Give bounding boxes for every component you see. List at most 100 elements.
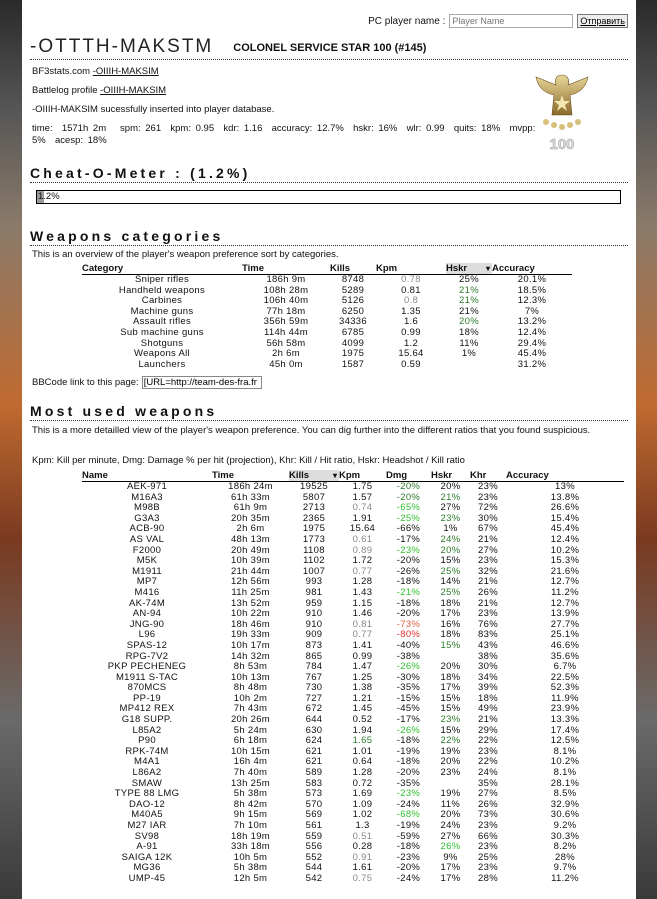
weapon-cell-accuracy: 27.7% [550, 618, 580, 630]
weapon-cell-accuracy: 28% [555, 851, 575, 863]
weapon-cell-hskr: 18% [440, 629, 461, 641]
weapon-cell-time: 18h 46m [230, 618, 271, 630]
column-header-category[interactable]: Category [82, 263, 242, 275]
weapon-cell-accuracy: 26.6% [550, 502, 580, 514]
column-header-khr[interactable]: Khr [470, 470, 506, 482]
weapon-cell-kpm: 1.09 [352, 798, 373, 810]
weapon-cell-dmg: -23% [396, 851, 421, 863]
weapon-cell-kpm: 1.3 [355, 820, 370, 831]
column-header-accuracy[interactable]: Accuracy [506, 470, 624, 482]
category-cell-time: 2h 6m [272, 348, 300, 360]
weapon-cell-dmg: -18% [396, 756, 421, 768]
weapon-row: PP-19 10h 2m 727 1.21 -15% 15% 18% 11.9% [82, 692, 624, 705]
weapon-cell-khr: 27% [478, 788, 498, 800]
weapon-cell-kpm: 0.51 [352, 830, 373, 842]
category-cell-time: 56h 58m [266, 337, 306, 349]
weapon-cell-khr: 39% [478, 682, 498, 694]
column-header-hskr[interactable]: Hskr ▾ [446, 263, 492, 275]
weapon-cell-name: PKP PECHENEG [107, 661, 187, 673]
column-header-label: Kills [289, 470, 310, 481]
category-cell-accuracy: 13.2% [517, 316, 547, 328]
weapon-cell-time: 11h 25m [231, 586, 270, 598]
weapon-cell-kills: 561 [305, 820, 323, 831]
categories-heading: Weapons categories [30, 228, 628, 246]
column-header-time[interactable]: Time [242, 263, 330, 275]
category-cell-kills: 5126 [341, 295, 365, 307]
weapon-cell-khr: 22% [478, 756, 498, 768]
weapon-cell-time: 5h 38m [233, 862, 268, 874]
weapon-cell-hskr: 15% [440, 724, 461, 736]
category-row: Weapons All 2h 6m 1975 15.64 1% 45.4% [82, 349, 572, 360]
weapon-cell-kills: 1007 [302, 565, 326, 577]
column-header-kpm[interactable]: Kpm [339, 470, 386, 482]
weapon-cell-time: 14h 32m [230, 650, 271, 662]
category-row: Launchers 45h 0m 1587 0.59 31.2% [82, 359, 572, 371]
column-header-kpm[interactable]: Kpm [376, 263, 446, 275]
weapon-cell-name: L96 [138, 629, 156, 641]
weapon-cell-name: AN-94 [132, 608, 162, 620]
weapon-cell-accuracy: 6.7% [553, 661, 577, 673]
category-cell-kills: 1975 [341, 348, 365, 360]
player-info: BF3stats.com -OIIIH-MAKSIM Battlelog pro… [32, 66, 552, 154]
weapon-cell-name: A-91 [136, 841, 158, 853]
weapon-cell-hskr: 15% [440, 703, 461, 715]
weapon-cell-accuracy: 12.7% [550, 576, 580, 588]
weapon-cell-time: 10h 13m [230, 671, 271, 683]
weapon-cell-khr: 30% [478, 512, 498, 524]
weapon-cell-name: MG36 [133, 862, 161, 874]
weapon-cell-time: 2h 6m [236, 523, 265, 535]
weapon-cell-kpm: 0.99 [352, 650, 373, 662]
weapon-cell-name: 870MCS [127, 682, 167, 694]
weapon-row: SAIGA 12K 10h 5m 552 0.91 -23% 9% 25% 28% [82, 851, 624, 864]
weapon-cell-khr: 23% [478, 481, 498, 492]
weapon-row: JNG-90 18h 46m 910 0.81 -73% 16% 76% 27.7% [82, 618, 624, 631]
weapon-cell-khr: 18% [478, 692, 498, 704]
category-cell-category: Weapons All [134, 348, 190, 360]
column-header-label: Dmg [386, 470, 408, 481]
submit-button[interactable]: Отправить [577, 14, 628, 28]
content-panel: PC player name : Отправить -OTTTH-MAKSTM… [22, 0, 636, 899]
column-header-kills[interactable]: Kills [330, 263, 376, 275]
colonel-eagle-medal-icon: 100 [535, 74, 589, 153]
bf3stats-link[interactable]: -OIIIH-MAKSIM [92, 66, 159, 77]
weapon-cell-kpm: 1.15 [352, 597, 373, 609]
weapon-cell-time: 10h 15m [230, 745, 271, 757]
weapon-cell-khr: 26% [478, 798, 498, 810]
weapon-cell-kpm: 15.64 [349, 523, 376, 535]
weapon-cell-kills: 621 [305, 745, 323, 757]
weapon-cell-khr: 26% [478, 586, 498, 598]
category-cell-hskr: 25% [459, 274, 479, 285]
column-header-time[interactable]: Time [212, 470, 289, 482]
column-header-label: Accuracy [506, 470, 549, 481]
column-header-dmg[interactable]: Dmg [386, 470, 431, 482]
weapon-cell-khr: 22% [478, 735, 498, 747]
player-name-input[interactable] [449, 14, 574, 28]
weapon-cell-name: M4A1 [133, 756, 161, 768]
weapon-cell-kpm: 0.74 [352, 502, 373, 514]
bbcode-input[interactable] [141, 376, 262, 389]
weapon-cell-kills: 909 [305, 629, 323, 641]
weapon-cell-accuracy: 17.4% [550, 724, 580, 736]
weapon-cell-accuracy: 21.6% [550, 565, 580, 577]
weapon-cell-kills: 784 [305, 661, 323, 673]
weapon-cell-hskr: 17% [440, 862, 461, 874]
column-header-name[interactable]: Name [82, 470, 212, 482]
weapon-row: AEK-971 186h 24m 19525 1.75 -20% 20% 23% 13% [82, 481, 624, 493]
column-header-kills[interactable]: Kills ▾ [289, 470, 339, 482]
weapon-cell-kills: 556 [305, 841, 323, 853]
weapon-cell-dmg: -19% [396, 745, 421, 757]
weapon-cell-hskr: 20% [440, 661, 461, 673]
weapon-cell-dmg: -26% [396, 724, 421, 736]
column-header-label: Hskr [446, 263, 468, 274]
weapon-cell-kpm: 0.81 [352, 618, 373, 630]
weapon-row: L86A2 7h 40m 589 1.28 -20% 23% 24% 8.1% [82, 767, 624, 779]
column-header-accuracy[interactable]: Accuracy [492, 263, 572, 275]
column-header-hskr[interactable]: Hskr [431, 470, 470, 482]
weapon-cell-name: AS VAL [129, 533, 165, 545]
weapon-cell-name: AK-74M [128, 597, 166, 609]
category-cell-category: Machine guns [130, 305, 194, 317]
battlelog-link[interactable]: -OIIIH-MAKSIM [100, 85, 167, 96]
weapon-cell-hskr: 20% [440, 544, 461, 556]
weapon-cell-accuracy: 12.4% [550, 533, 580, 545]
weapon-cell-khr: 73% [478, 809, 498, 821]
